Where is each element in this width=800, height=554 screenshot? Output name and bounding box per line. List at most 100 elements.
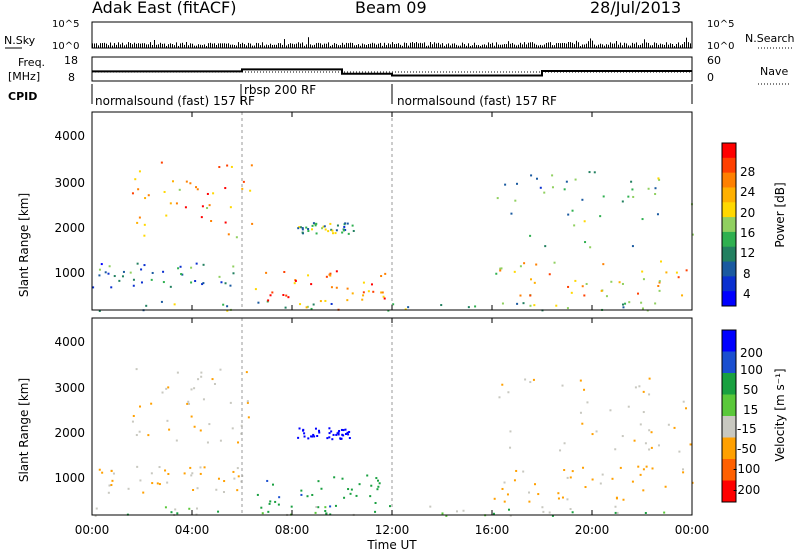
- power-echo-cell: [519, 265, 522, 268]
- nsky-bar: [510, 43, 511, 47]
- nsky-bar: [304, 45, 305, 47]
- power-echo-cell: [336, 224, 339, 227]
- nsky-bar: [438, 42, 439, 47]
- nsky-bar: [322, 44, 323, 47]
- nsky-bar: [548, 42, 549, 47]
- velocity-ytick-2000: 2000: [54, 426, 85, 440]
- velocity-echo-cell: [621, 435, 624, 438]
- power-echo-cell: [173, 303, 176, 306]
- velocity-echo-cell: [158, 466, 161, 469]
- power-echo-cell: [190, 266, 193, 269]
- power-echo-cell: [535, 177, 538, 180]
- power-echo-cell: [113, 275, 116, 278]
- power-echo-cell: [335, 270, 338, 273]
- velocity-echo-cell: [375, 477, 378, 480]
- velocity-echo-cell: [95, 507, 98, 510]
- velocity-echo-cell: [267, 510, 270, 513]
- power-echo-cell: [660, 260, 663, 263]
- velocity-cbar-tick-15: 15: [743, 403, 758, 417]
- nsky-bar: [356, 45, 357, 47]
- velocity-echo-cell: [642, 489, 645, 492]
- velocity-echo-cell: [501, 487, 504, 490]
- nsky-bar: [482, 44, 483, 47]
- velocity-echo-cell: [277, 503, 280, 506]
- velocity-echo-cell: [551, 514, 554, 517]
- nsky-bar: [562, 42, 563, 47]
- power-ytick-3000: 3000: [54, 176, 85, 190]
- nsky-bar: [416, 42, 417, 47]
- power-echo-cell: [195, 262, 198, 265]
- power-echo-cell: [658, 281, 661, 284]
- nsky-bar: [118, 42, 119, 47]
- nsky-bar: [400, 44, 401, 47]
- velocity-echo-cell: [231, 427, 234, 430]
- nsky-bar: [670, 43, 671, 47]
- nsky-bar: [258, 43, 259, 47]
- velocity-echo-cell: [522, 470, 525, 473]
- power-echo-cell: [343, 225, 346, 228]
- nsky-bar: [534, 43, 535, 47]
- freq-panel: [91, 56, 693, 82]
- velocity-echo-cell: [569, 476, 572, 479]
- velocity-echo-cell: [193, 425, 196, 428]
- power-echo-cell: [194, 280, 197, 283]
- radar-title: Adak East (fitACF): [92, 0, 236, 17]
- nsky-bar: [574, 44, 575, 47]
- power-echo-cell: [632, 195, 635, 198]
- nsky-bar: [676, 44, 677, 47]
- nsky-bar: [370, 43, 371, 47]
- velocity-echo-cell: [557, 492, 560, 495]
- nsky-bar: [312, 45, 313, 47]
- nsky-bar: [476, 45, 477, 47]
- velocity-echo-cell: [237, 475, 240, 478]
- velocity-echo-cell: [344, 433, 347, 436]
- nsky-bar: [498, 44, 499, 47]
- power-echo-cell: [202, 263, 205, 266]
- nsky-bar: [254, 45, 255, 47]
- nsky-bar: [278, 43, 279, 47]
- nsky-bar: [394, 44, 395, 47]
- velocity-echo-cell: [335, 433, 338, 436]
- power-echo-cell: [251, 222, 254, 225]
- nsky-bar: [132, 44, 133, 47]
- power-echo-cell: [351, 292, 354, 295]
- power-echo-cell: [162, 270, 165, 273]
- power-echo-cell: [230, 165, 233, 168]
- nsky-bar: [468, 43, 469, 47]
- velocity-echo-cell: [278, 496, 281, 499]
- velocity-echo-cell: [346, 431, 349, 434]
- velocity-echo-cell: [507, 391, 510, 394]
- velocity-ytick-1000: 1000: [54, 471, 85, 485]
- nsky-bar: [616, 41, 617, 47]
- power-echo-cell: [637, 292, 640, 295]
- velocity-echo-cell: [329, 513, 332, 516]
- power-echo-cell: [641, 307, 644, 310]
- velocity-echo-cell: [203, 466, 206, 469]
- nsky-bar: [674, 45, 675, 47]
- velocity-colorbar: [721, 329, 737, 503]
- nsky-bar: [282, 44, 283, 47]
- velocity-echo-cell: [685, 407, 688, 410]
- power-echo-cell: [138, 216, 141, 219]
- power-echo-cell: [143, 234, 146, 237]
- nsky-bar: [508, 41, 509, 47]
- nsky-bar: [134, 42, 135, 47]
- velocity-echo-cell: [136, 465, 139, 468]
- colorbar-swatch: [722, 480, 736, 503]
- power-echo-cell: [331, 229, 334, 232]
- velocity-echo-cell: [344, 428, 347, 431]
- velocity-echo-cell: [219, 439, 222, 442]
- power-echo-cell: [555, 304, 558, 307]
- power-echo-cell: [628, 301, 631, 304]
- nsky-bar: [130, 42, 131, 47]
- nsky-bar: [330, 45, 331, 47]
- velocity-echo-cell: [619, 466, 622, 469]
- nsky-bar: [182, 42, 183, 47]
- power-echo-cell: [305, 306, 308, 309]
- nsky-bar: [410, 42, 411, 47]
- velocity-echo-cell: [332, 433, 335, 436]
- power-echo-cell: [321, 227, 324, 230]
- nsky-bar: [578, 42, 579, 47]
- nsky-bar: [158, 44, 159, 47]
- nave-label: Nave: [760, 65, 788, 78]
